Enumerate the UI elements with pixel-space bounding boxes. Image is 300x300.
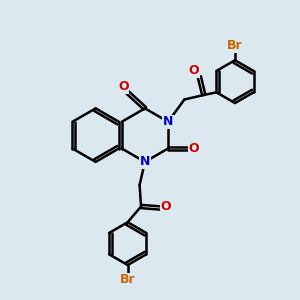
Text: N: N xyxy=(140,155,150,168)
Text: O: O xyxy=(189,64,199,77)
Text: O: O xyxy=(189,142,199,155)
Text: Br: Br xyxy=(227,39,243,52)
Text: Br: Br xyxy=(120,273,136,286)
Text: O: O xyxy=(118,80,129,93)
Text: O: O xyxy=(160,200,171,213)
Text: N: N xyxy=(163,115,173,128)
